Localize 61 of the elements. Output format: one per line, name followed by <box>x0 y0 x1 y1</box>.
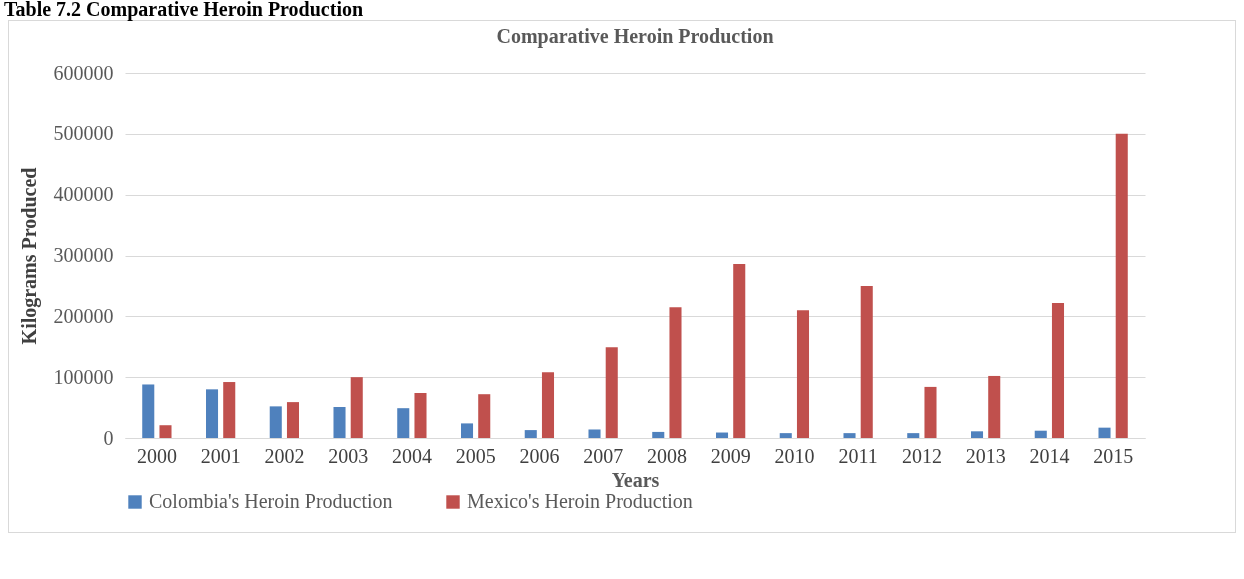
bar <box>159 425 172 438</box>
x-tick-label: 2003 <box>328 444 369 467</box>
y-tick-label: 200000 <box>53 304 114 327</box>
bar <box>1051 302 1065 438</box>
bar <box>397 408 410 438</box>
bar <box>205 389 219 438</box>
x-axis-title: Years <box>611 468 660 491</box>
bar <box>796 310 810 438</box>
bar <box>843 433 856 438</box>
bar <box>588 429 601 438</box>
bar <box>350 377 363 438</box>
bar <box>779 433 792 438</box>
caption: Table 7.2 Comparative Heroin Production <box>3 0 365 20</box>
bar <box>286 402 300 438</box>
bar <box>460 423 474 438</box>
y-tick-label: 500000 <box>53 122 114 145</box>
legend-label: Mexico's Heroin Production <box>467 490 693 512</box>
x-tick-label: 2010 <box>774 444 815 467</box>
bar <box>414 392 427 438</box>
x-tick-label: 2000 <box>136 444 177 467</box>
bar <box>970 431 984 438</box>
x-tick-label: 2004 <box>391 444 432 467</box>
bar <box>669 307 682 438</box>
bar <box>988 375 1001 438</box>
y-tick-label: 100000 <box>53 365 114 388</box>
bar <box>223 382 236 438</box>
x-tick-label: 2007 <box>583 444 624 467</box>
bar <box>652 431 665 438</box>
x-tick-label: 2014 <box>1029 444 1070 467</box>
x-tick-label: 2015 <box>1093 444 1134 467</box>
x-tick-label: 2006 <box>519 444 560 467</box>
x-tick-label: 2009 <box>710 444 751 467</box>
y-axis-title: Kilograms Produced <box>17 167 41 345</box>
bar <box>907 433 920 438</box>
bar <box>478 394 491 438</box>
bar <box>924 386 937 438</box>
bar <box>715 432 729 438</box>
bar <box>142 384 155 438</box>
bar <box>333 406 346 438</box>
bar <box>605 347 618 438</box>
x-tick-label: 2012 <box>901 444 942 467</box>
x-tick-label: 2005 <box>455 444 496 467</box>
bar <box>1034 430 1047 438</box>
y-tick-label: 300000 <box>53 244 114 266</box>
x-tick-label: 2011 <box>838 444 878 467</box>
bar <box>524 430 537 438</box>
legend-label: Colombia's Heroin Production <box>149 490 393 512</box>
y-tick-label: 400000 <box>53 183 114 206</box>
x-tick-label: 2002 <box>264 444 305 467</box>
x-tick-label: 2001 <box>200 444 241 467</box>
chart-title: Comparative Heroin Production <box>496 25 774 48</box>
x-tick-label: 2008 <box>646 444 687 467</box>
bar <box>269 406 282 438</box>
bar <box>541 372 555 438</box>
y-tick-label: 0 <box>103 426 114 449</box>
bar <box>1115 133 1128 438</box>
y-tick-label: 600000 <box>53 61 114 84</box>
bar <box>860 285 873 438</box>
bar <box>733 264 746 438</box>
x-tick-label: 2013 <box>965 444 1006 467</box>
bar <box>1098 427 1111 438</box>
